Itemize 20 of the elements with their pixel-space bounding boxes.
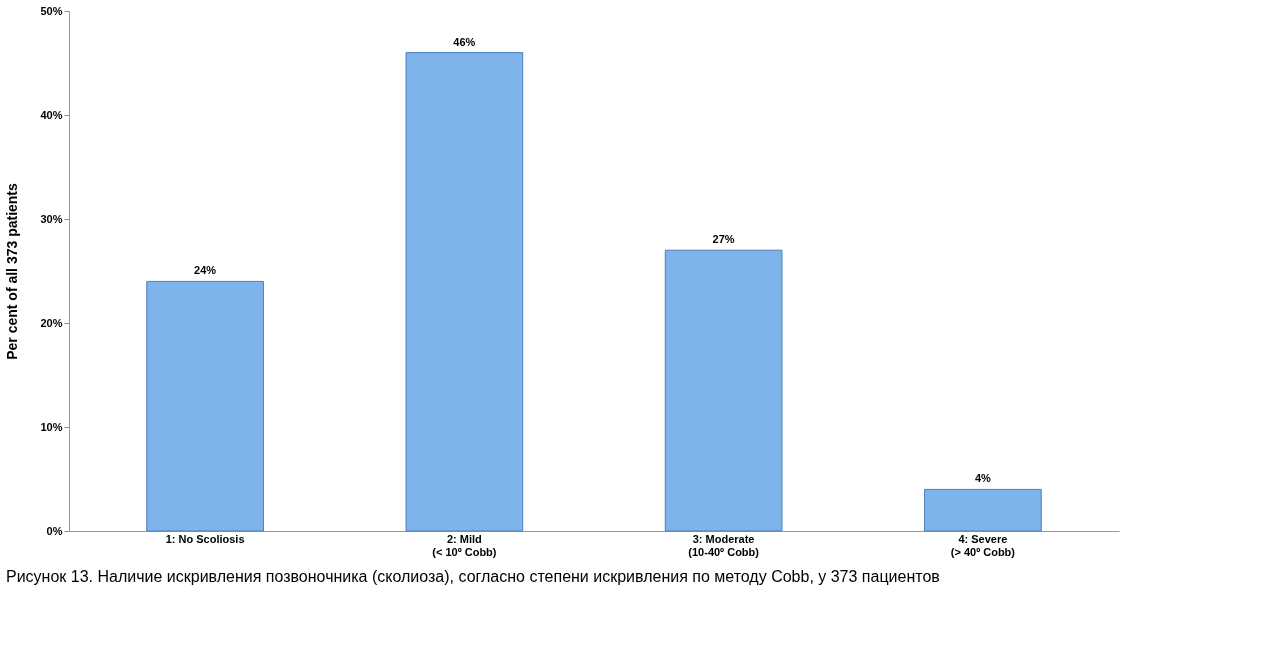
bar [924,488,1042,532]
data-label: 24% [194,264,217,277]
data-label: 46% [453,35,476,48]
y-tick-label: 0% [46,524,63,537]
data-label: 27% [712,233,735,246]
text: Рисунок 13. Наличие искривления позвоночника (сколиоза), согласно степени искривления по методу Cobb, у 373 пациентов [5,568,940,585]
y-tick-label: 10% [40,420,63,433]
x-tick-label: 1: No Scoliosis [165,532,245,545]
bar [146,280,264,532]
bar [405,52,524,532]
x-tick-label: 3: Moderate (10-40º Cobb) [688,532,760,558]
y-tick-label: 20% [40,316,63,329]
x-tick-label: 4: Severe (> 40º Cobb) [950,532,1016,558]
x-tick-label: 2: Mild (< 10º Cobb) [432,532,497,558]
y-tick-label: 50% [40,4,63,17]
y-axis-title: Per cent of all 373 patients [4,182,21,360]
y-tick-label: 40% [40,108,63,121]
bar [664,249,783,532]
y-tick-label: 30% [40,212,63,225]
data-label: 4% [974,472,992,485]
